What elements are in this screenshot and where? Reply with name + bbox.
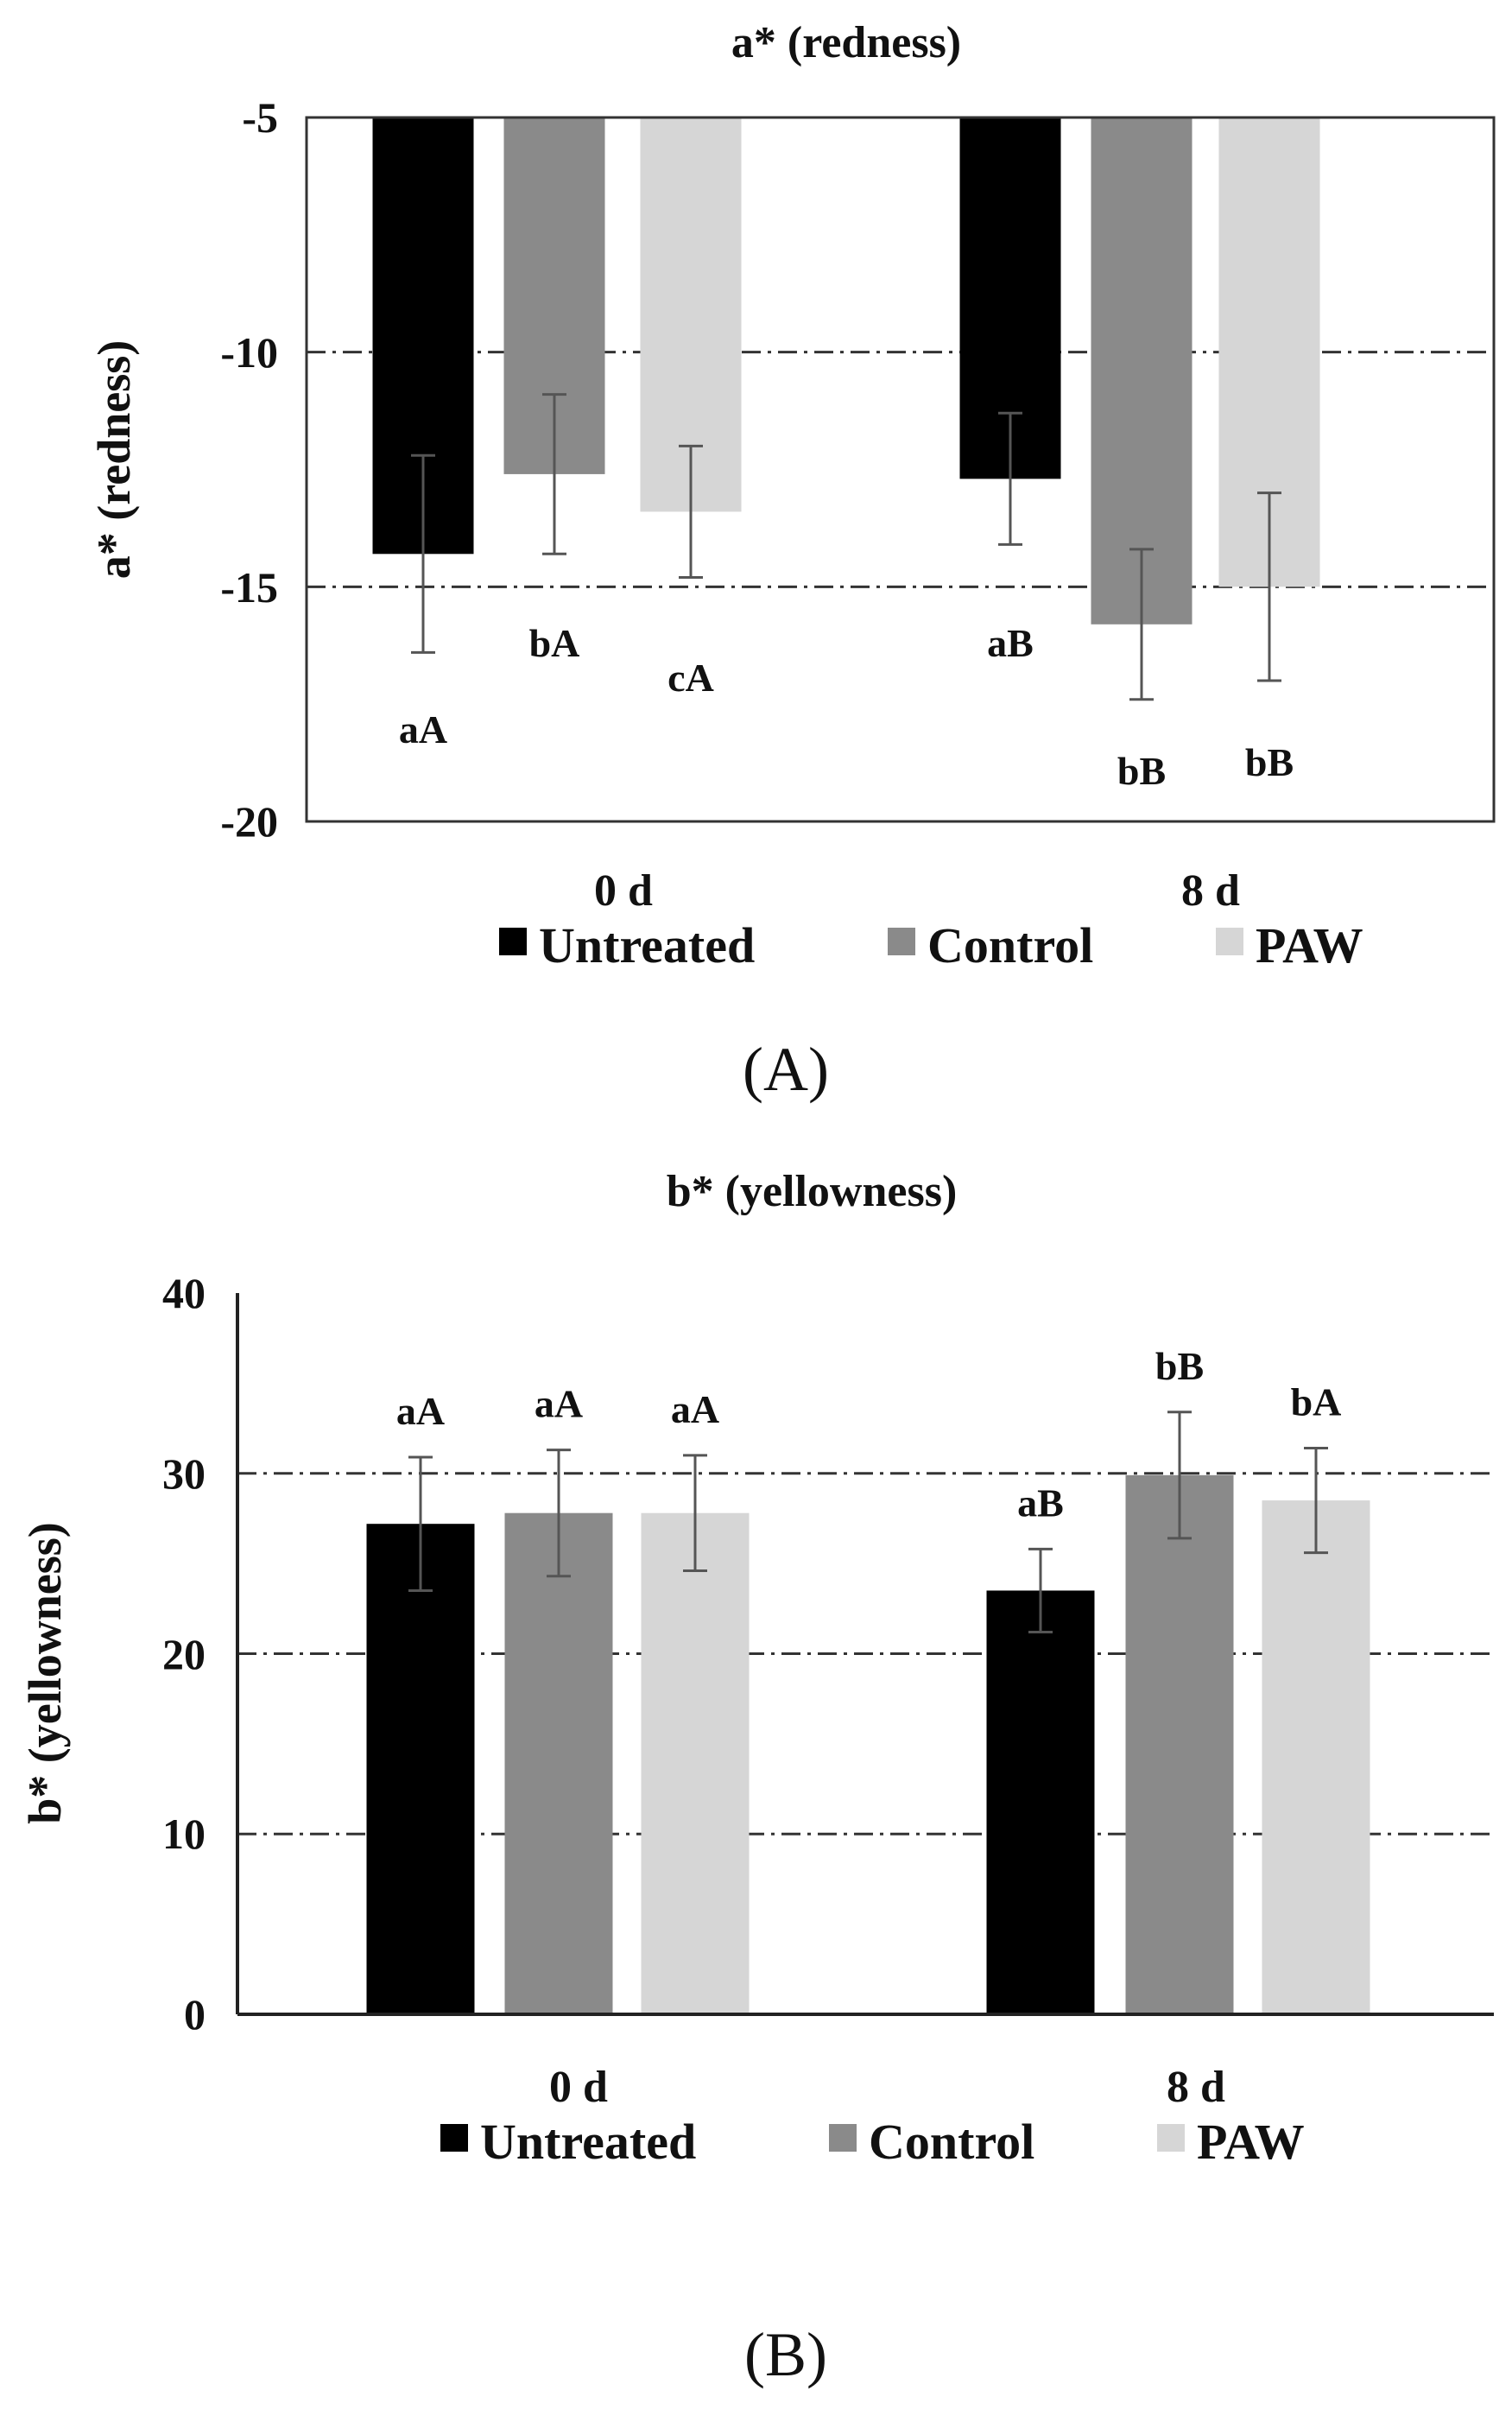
chart-title: a* (redness) <box>731 18 961 67</box>
legend: Untreated Control PAW <box>440 2114 1305 2170</box>
y-tick-label: 20 <box>162 1630 206 1678</box>
chart-b-yellowness: b* (yellowness) b* (yellowness) aA aB aA bB… <box>19 1167 1494 2389</box>
legend-label: Untreated <box>539 917 755 973</box>
y-tick-label: 10 <box>162 1810 206 1858</box>
bar <box>366 1524 475 2014</box>
significance-label: cA <box>667 656 714 700</box>
panel-label: (A) <box>743 1035 829 1104</box>
bar-group: aA aB aA bB aA bA <box>366 1344 1370 2014</box>
legend-swatch-control <box>829 2124 857 2152</box>
plot-frame <box>305 116 1496 823</box>
legend-swatch-paw <box>1157 2124 1185 2152</box>
legend: Untreated Control PAW <box>499 917 1363 973</box>
category-label: 8 d <box>1181 866 1240 916</box>
chart-a-redness: a* (redness) a* (redness) aA aB bA bB cA bB -… <box>88 18 1496 1104</box>
y-axis-title: b* (yellowness) <box>19 1522 71 1824</box>
category-label: 8 d <box>1167 2063 1225 2112</box>
bar <box>1125 1474 1234 2014</box>
legend-swatch-untreated <box>499 928 527 955</box>
y-tick-label: 0 <box>184 1990 206 2038</box>
significance-label: aA <box>396 1389 445 1433</box>
bar <box>1262 1500 1370 2014</box>
bar <box>504 1512 613 2014</box>
bar <box>1091 117 1193 625</box>
significance-label: aB <box>987 621 1034 665</box>
bar-group: aA aB bA bB cA bB <box>372 117 1320 793</box>
legend-label: Untreated <box>480 2114 696 2170</box>
category-label: 0 d <box>549 2063 608 2112</box>
significance-label: bA <box>529 621 580 665</box>
significance-label: bB <box>1117 749 1166 793</box>
bar <box>986 1590 1095 2014</box>
chart-title: b* (yellowness) <box>667 1167 958 1216</box>
y-tick-label: 40 <box>162 1269 206 1317</box>
legend-swatch-untreated <box>440 2124 468 2152</box>
y-axis-title: a* (redness) <box>88 340 140 580</box>
panel-label: (B) <box>744 2320 827 2389</box>
y-tick-label: -20 <box>220 797 278 846</box>
significance-label: aB <box>1017 1480 1064 1525</box>
significance-label: bA <box>1291 1380 1342 1424</box>
y-tick-label: -15 <box>220 563 278 612</box>
legend-swatch-control <box>888 928 915 955</box>
legend-label: PAW <box>1197 2114 1305 2170</box>
significance-label: aA <box>399 707 447 751</box>
y-tick-label: 30 <box>162 1449 206 1498</box>
x-category-labels: 0 d 8 d <box>594 866 1240 916</box>
x-category-labels: 0 d 8 d <box>549 2063 1225 2112</box>
category-label: 0 d <box>594 866 653 916</box>
significance-label: aA <box>671 1387 719 1431</box>
legend-swatch-paw <box>1216 928 1243 955</box>
y-tick-labels: -5 -10 -15 -20 <box>220 93 278 846</box>
significance-label: bB <box>1245 740 1294 784</box>
legend-label: Control <box>927 917 1093 973</box>
legend-label: Control <box>869 2114 1034 2170</box>
y-tick-label: -10 <box>220 328 278 377</box>
bar <box>641 1512 750 2014</box>
significance-label: bB <box>1155 1344 1204 1388</box>
y-tick-labels: 40 30 20 10 0 <box>162 1269 206 2038</box>
significance-label: aA <box>535 1382 583 1426</box>
legend-label: PAW <box>1256 917 1363 973</box>
y-tick-label: -5 <box>242 93 278 142</box>
